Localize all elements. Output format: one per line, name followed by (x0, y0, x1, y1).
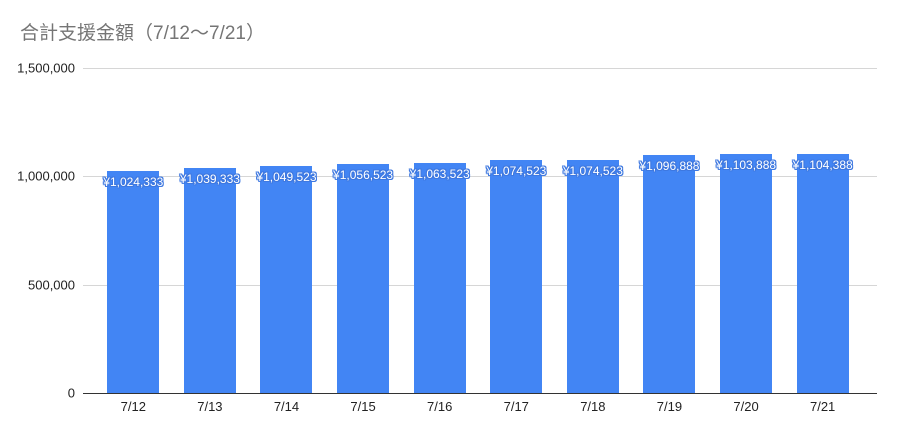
bar-value-label: ¥1,056,523 (333, 168, 394, 183)
bar-slot: ¥1,056,523 (325, 68, 402, 393)
bar-value-label: ¥1,024,333 (103, 175, 164, 190)
bar-7-13[interactable]: ¥1,039,333 (180, 167, 240, 393)
bar-7-20[interactable]: ¥1,103,888 (716, 153, 776, 393)
bar-7-14[interactable]: ¥1,049,523 (256, 165, 317, 393)
bar-value-label: ¥1,074,523 (562, 164, 623, 179)
bar-value-label: ¥1,096,888 (639, 159, 700, 174)
y-axis: 1,500,000 1,000,000 500,000 0 (0, 61, 75, 401)
y-tick-label: 500,000 (28, 277, 75, 293)
x-tick-label: 7/20 (733, 399, 759, 414)
x-tick-label: 7/12 (120, 399, 146, 414)
bar-value-label: ¥1,063,523 (409, 166, 470, 181)
x-axis: 7/12 7/13 7/14 7/15 7/16 7/17 7/18 7/19 7/20 7/21 (95, 399, 861, 414)
x-tick-label: 7/14 (273, 399, 300, 414)
bar-7-21[interactable]: ¥1,104,388 (793, 153, 853, 393)
x-tick-label: 7/19 (656, 399, 683, 414)
bar-slot: ¥1,063,523 (401, 68, 478, 393)
bar-slot: ¥1,074,523 (478, 68, 555, 393)
bar-value-label: ¥1,074,523 (486, 164, 547, 179)
x-tick-label: 7/17 (503, 399, 529, 414)
x-tick-label: 7/16 (427, 399, 453, 414)
plot-area: ¥1,024,333 ¥1,039,333 ¥1,049,523 ¥1,056,523… (83, 68, 877, 394)
y-tick-label: 1,000,000 (17, 168, 75, 184)
bars-row: ¥1,024,333 ¥1,039,333 ¥1,049,523 ¥1,056,523… (95, 68, 861, 393)
bar-slot: ¥1,096,888 (631, 68, 708, 393)
bar-slot: ¥1,024,333 (95, 68, 172, 393)
bar-slot: ¥1,039,333 (172, 68, 249, 393)
bar-value-label: ¥1,103,888 (716, 157, 777, 172)
bar-slot: ¥1,103,888 (708, 68, 785, 393)
bar-7-16[interactable]: ¥1,063,523 (410, 162, 470, 393)
bar-value-label: ¥1,104,388 (792, 157, 853, 172)
bar-value-label: ¥1,039,333 (179, 171, 240, 186)
bar-slot: ¥1,104,388 (784, 68, 861, 393)
x-axis-line (83, 393, 877, 394)
bar-7-19[interactable]: ¥1,096,888 (639, 155, 699, 393)
bar-slot: ¥1,049,523 (248, 68, 325, 393)
gridline (83, 176, 877, 178)
x-tick-label: 7/15 (350, 399, 376, 414)
x-tick-label: 7/21 (809, 399, 836, 414)
chart-title[interactable]: 合計支援金額（7/12～7/21） (20, 23, 265, 44)
gridline (83, 284, 877, 286)
y-tick-label: 0 (67, 385, 75, 401)
gridline (83, 68, 877, 69)
y-tick-label: 1,500,000 (17, 60, 75, 76)
x-tick-label: 7/13 (197, 399, 223, 414)
bar-7-15[interactable]: ¥1,056,523 (333, 164, 393, 393)
bar-7-12[interactable]: ¥1,024,333 (103, 171, 163, 393)
bar-slot: ¥1,074,523 (555, 68, 632, 393)
x-tick-label: 7/18 (580, 399, 606, 414)
bar-7-17[interactable]: ¥1,074,523 (486, 160, 546, 393)
bar-value-label: ¥1,049,523 (256, 169, 317, 184)
bar-7-18[interactable]: ¥1,074,523 (563, 160, 623, 393)
